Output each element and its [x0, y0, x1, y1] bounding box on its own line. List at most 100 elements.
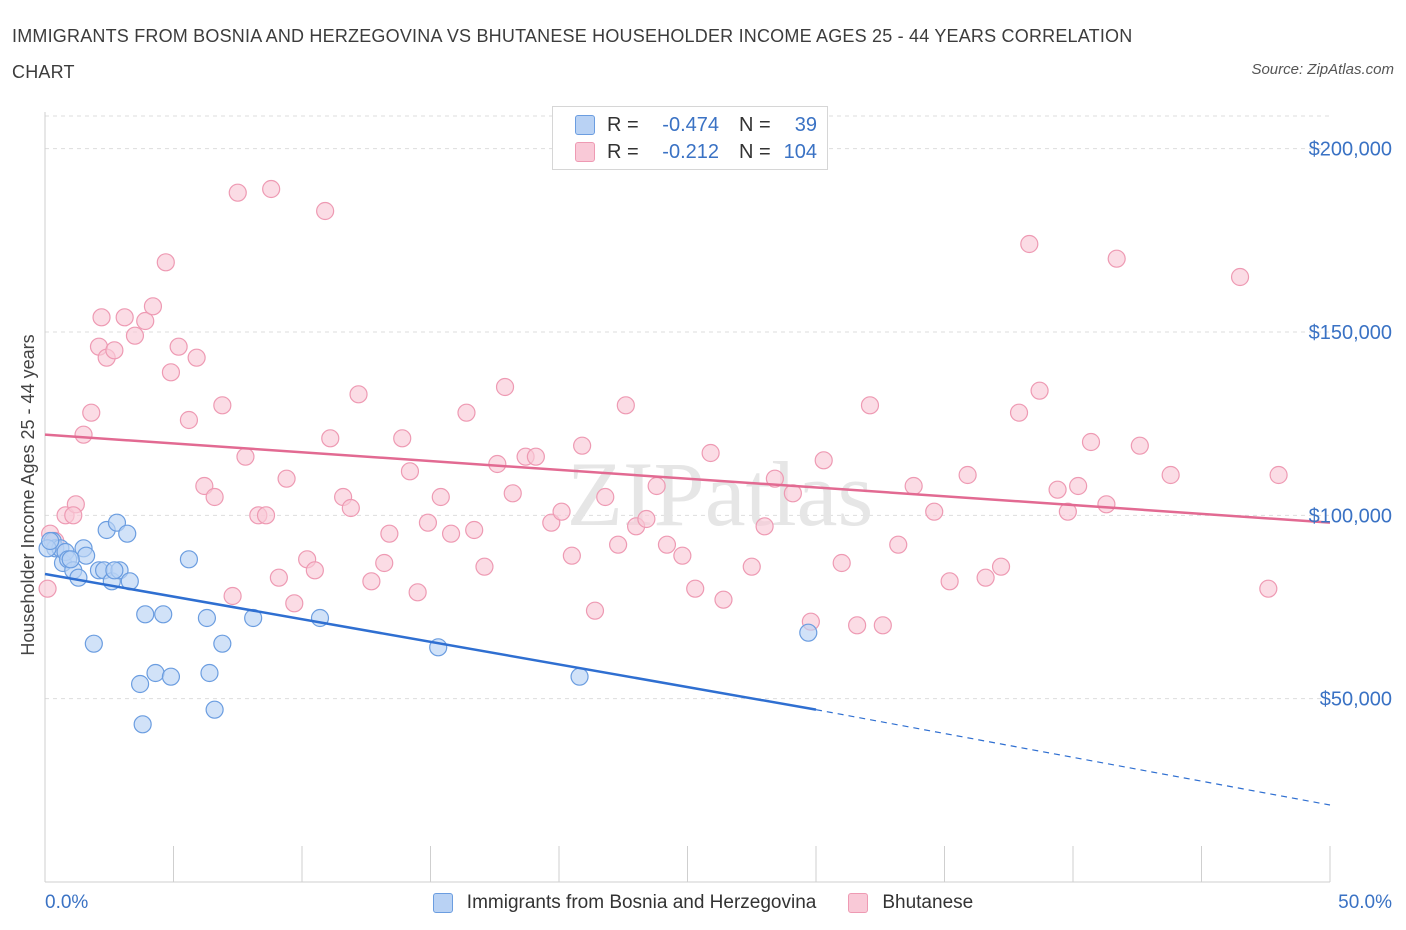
bhutanese-point: [1058, 502, 1077, 521]
bosnia-point: [200, 663, 219, 683]
legend-swatch-blue: [575, 115, 595, 135]
bhutanese-point: [526, 447, 545, 466]
bhutanese-point: [1048, 480, 1067, 499]
bhutanese-point: [362, 572, 381, 591]
bosnia-point: [161, 667, 181, 686]
bhutanese-point: [1009, 403, 1029, 422]
legend-label-bosnia: Immigrants from Bosnia and Herzegovina: [466, 892, 817, 913]
bhutanese-point: [686, 579, 705, 598]
bhutanese-point: [904, 476, 923, 496]
legend-r-label: R =: [607, 113, 639, 136]
bhutanese-point: [848, 616, 867, 635]
bhutanese-point: [105, 341, 124, 360]
bhutanese-point: [64, 506, 83, 525]
trend-lines: [44, 433, 1331, 806]
bhutanese-point: [573, 436, 592, 455]
bhutanese-point: [1230, 267, 1250, 287]
bhutanese-point: [115, 308, 134, 327]
bhutanese-point: [609, 535, 628, 554]
bhutanese-point: [860, 396, 880, 415]
bhutanese-point: [596, 487, 615, 507]
bosnia-trendline-extension: [815, 709, 1331, 806]
bhutanese-point: [701, 443, 720, 463]
bhutanese-point: [316, 201, 335, 221]
bhutanese-point: [940, 572, 959, 591]
bhutanese-point: [305, 561, 324, 580]
bhutanese-point: [647, 476, 666, 496]
bhutanese-point: [277, 469, 296, 488]
bhutanese-point: [223, 586, 242, 606]
bhutanese-point: [503, 484, 522, 503]
x-tick-label: 0.0%: [45, 892, 88, 913]
bhutanese-point: [1020, 234, 1039, 254]
bhutanese-point: [616, 396, 635, 415]
bhutanese-point: [1107, 249, 1126, 268]
bhutanese-point: [832, 553, 851, 573]
grid-lines: [45, 115, 1330, 700]
series-legend: Immigrants from Bosnia and Herzegovina B…: [0, 889, 1406, 917]
bhutanese-point: [228, 183, 247, 202]
bhutanese-point: [143, 297, 163, 316]
legend-r-value: -0.474: [662, 113, 719, 136]
bhutanese-point: [349, 385, 368, 404]
bhutanese-point: [393, 429, 412, 448]
bhutanese-point: [1269, 465, 1288, 485]
axes: [44, 112, 1331, 883]
y-tick-label: $100,000: [1309, 505, 1392, 527]
y-tick-label: $150,000: [1309, 322, 1392, 344]
legend-swatch-pink: [848, 893, 869, 913]
bosnia-point: [179, 550, 199, 569]
bosnia-point: [41, 531, 60, 551]
bhutanese-point: [925, 502, 944, 521]
bhutanese-point: [375, 553, 394, 573]
bhutanese-point: [321, 429, 340, 448]
y-tick-label: $50,000: [1320, 689, 1392, 711]
bhutanese-point: [74, 425, 93, 444]
bosnia-point: [77, 546, 96, 565]
bosnia-point: [61, 550, 80, 569]
bhutanese-point: [742, 557, 761, 576]
bhutanese-point: [441, 524, 461, 543]
legend-label-bhutanese: Bhutanese: [882, 892, 974, 913]
bhutanese-point: [714, 590, 733, 609]
bhutanese-point: [585, 601, 605, 620]
chart-title: IMMIGRANTS FROM BOSNIA AND HERZEGOVINA V…: [12, 26, 1133, 82]
bhutanese-point: [889, 535, 908, 554]
bhutanese-point: [136, 311, 155, 331]
bhutanese-point: [1259, 579, 1278, 598]
legend-n-label: N =: [739, 113, 771, 136]
bhutanese-point: [1161, 465, 1180, 485]
bhutanese-point: [1130, 436, 1149, 455]
bhutanese-point: [814, 451, 833, 470]
bhutanese-point: [341, 498, 360, 518]
bhutanese-point: [1081, 432, 1101, 452]
bhutanese-point: [205, 487, 224, 507]
legend-r-value: -0.212: [662, 140, 719, 163]
legend-item-bhutanese: Bhutanese: [848, 892, 973, 914]
bosnia-point: [130, 674, 150, 694]
bhutanese-point: [236, 447, 255, 466]
bhutanese-point: [262, 179, 281, 199]
bosnia-point: [197, 608, 217, 628]
bhutanese-points: [38, 179, 1288, 635]
bhutanese-point: [169, 337, 188, 356]
bhutanese-point: [380, 524, 399, 543]
bhutanese-point: [1030, 381, 1049, 400]
bhutanese-point: [431, 487, 450, 507]
legend-item-bosnia: Immigrants from Bosnia and Herzegovina: [432, 892, 817, 914]
bhutanese-trendline: [44, 433, 1331, 524]
bosnia-trendline: [44, 572, 817, 711]
bhutanese-point: [256, 506, 276, 525]
legend-swatch-pink: [575, 142, 595, 162]
bhutanese-point: [408, 583, 427, 602]
bhutanese-point: [552, 502, 571, 521]
bhutanese-point: [873, 616, 892, 635]
bhutanese-point: [495, 377, 515, 397]
bhutanese-point: [269, 568, 288, 587]
bosnia-point: [570, 667, 589, 686]
bhutanese-point: [958, 465, 977, 485]
bhutanese-point: [457, 403, 476, 422]
legend-n-value: 104: [783, 140, 817, 163]
y-axis-label: Householder Income Ages 25 - 44 years: [18, 334, 38, 655]
legend-n-value: 39: [794, 113, 817, 136]
